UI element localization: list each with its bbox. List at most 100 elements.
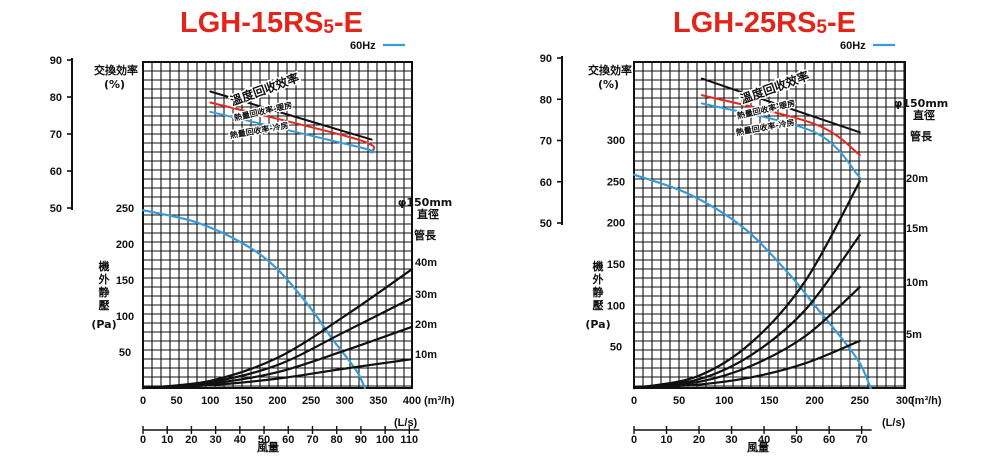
x-tick-label: 400 (403, 395, 421, 407)
pressure-axis-label-char: 静 (593, 285, 604, 299)
series-curve (632, 234, 861, 390)
efficiency-axis-label: 交換効率 (94, 63, 138, 77)
x2-tick-label: 60 (823, 434, 835, 446)
series-curve (209, 110, 376, 154)
legend-label: 60Hz (350, 40, 376, 52)
efficiency-tick-label: 90 (50, 55, 62, 67)
x2-tick-label: 30 (210, 434, 222, 446)
pressure-tick-label: 250 (116, 203, 134, 215)
x2-tick-label: 0 (140, 434, 146, 446)
pressure-tick-label: 200 (116, 239, 134, 251)
duct-length-label: 40m (415, 257, 437, 269)
chart-2: LGH-25RS5-E60Hz5060708090交換効率(%)50100150… (540, 7, 949, 454)
x2-tick-label: 20 (185, 434, 197, 446)
pressure-tick-label: 150 (607, 259, 625, 271)
pressure-axis-label-char: 壓 (593, 299, 604, 312)
efficiency-tick-label: 60 (540, 177, 552, 189)
pressure-tick-label: 250 (607, 176, 625, 188)
x2-tick-label: 100 (376, 434, 394, 446)
duct-diameter-label: φ150mm (894, 97, 949, 110)
x2-tick-label: 110 (400, 434, 418, 446)
x2-tick-label: 10 (161, 434, 173, 446)
x2-tick-label: 20 (693, 434, 705, 446)
efficiency-tick-label: 90 (540, 53, 552, 65)
pressure-axis-label-char: 静 (99, 285, 110, 299)
pressure-tick-label: 300 (607, 135, 625, 147)
pressure-tick-label: 150 (116, 275, 134, 287)
pressure-axis-label-char: 外 (98, 272, 110, 286)
efficiency-tick-label: 70 (540, 136, 552, 148)
efficiency-axis-unit: (%) (598, 78, 619, 91)
x2-tick-label: 40 (234, 434, 246, 446)
x2-tick-label: 10 (660, 434, 672, 446)
duct-length-label: 30m (415, 289, 437, 301)
x2-tick-label: 90 (355, 434, 367, 446)
x-tick-label: 100 (715, 395, 733, 407)
series-curve (632, 286, 861, 390)
duct-length-label: 15m (906, 223, 928, 235)
duct-diameter-caption: 直徑 (417, 207, 439, 221)
efficiency-tick-label: 60 (50, 166, 62, 178)
series-curve (209, 101, 376, 154)
x-tick-label: 250 (302, 395, 320, 407)
efficiency-tick-label: 50 (540, 218, 552, 230)
duct-length-label: 20m (415, 319, 437, 331)
plot-border (142, 61, 413, 389)
x-tick-label: 50 (171, 395, 183, 407)
chart-title-suffix: -E (334, 7, 363, 39)
x-tick-label: 0 (140, 395, 146, 407)
efficiency-tick-label: 80 (50, 92, 62, 104)
efficiency-tick-label: 50 (50, 203, 62, 215)
chart-title-main: LGH-25RS (673, 7, 816, 39)
legend-label: 60Hz (840, 40, 866, 52)
duct-length-label: 5m (906, 329, 922, 341)
x-tick-label: 150 (235, 395, 253, 407)
chart-title-main: LGH-15RS (180, 7, 323, 39)
x-axis-unit: (m³/h) (911, 395, 942, 407)
x-tick-label: 50 (673, 395, 685, 407)
pressure-axis-unit: (Pa) (91, 318, 116, 331)
efficiency-curve-label: 溫度回收效率 (738, 68, 811, 107)
pressure-axis-unit: (Pa) (585, 318, 610, 331)
pressure-tick-label: 100 (116, 311, 134, 323)
series-curve (700, 94, 861, 156)
series-curve (209, 90, 373, 141)
duct-diameter-label: φ150mm (398, 196, 453, 209)
pressure-tick-label: 50 (610, 342, 622, 354)
x-tick-label: 300 (896, 395, 914, 407)
x2-tick-label: 60 (282, 434, 294, 446)
x-tick-label: 150 (760, 395, 778, 407)
pressure-tick-label: 100 (607, 300, 625, 312)
series-curve (632, 180, 861, 390)
x-tick-label: 0 (631, 395, 637, 407)
x-axis-label: 風量 (747, 441, 769, 454)
duct-length-label: 20m (906, 173, 928, 185)
series-curve (141, 209, 366, 390)
pressure-axis-label-char: 機 (99, 259, 110, 273)
x2-tick-label: 70 (306, 434, 318, 446)
pressure-axis-label-char: 外 (592, 272, 604, 286)
chart-title-subscript: 5 (323, 17, 334, 38)
x2-axis-unit: (L/s) (394, 417, 418, 429)
chart-1: LGH-15RS5-E60Hz5060708090交換効率(%)50100150… (50, 7, 455, 454)
x-tick-label: 350 (369, 395, 387, 407)
x2-tick-label: 0 (631, 434, 637, 446)
x-tick-label: 300 (336, 395, 354, 407)
chart-title: LGH-25RS5-E (673, 7, 856, 39)
pressure-axis-label-char: 機 (593, 259, 604, 273)
x2-axis-unit: (L/s) (882, 417, 906, 429)
x2-tick-label: 50 (790, 434, 802, 446)
x2-tick-label: 50 (258, 434, 270, 446)
efficiency-axis-label: 交換効率 (588, 63, 632, 77)
efficiency-tick-label: 70 (50, 129, 62, 141)
duct-length-caption: 管長 (910, 129, 933, 143)
x-axis-unit: (m³/h) (424, 395, 455, 407)
series-curve (632, 339, 861, 390)
efficiency-axis-unit: (%) (104, 78, 125, 91)
x2-tick-label: 40 (758, 434, 770, 446)
duct-length-label: 10m (415, 349, 437, 361)
x-tick-label: 100 (201, 395, 219, 407)
x2-tick-label: 70 (856, 434, 868, 446)
series-curve (700, 102, 861, 179)
